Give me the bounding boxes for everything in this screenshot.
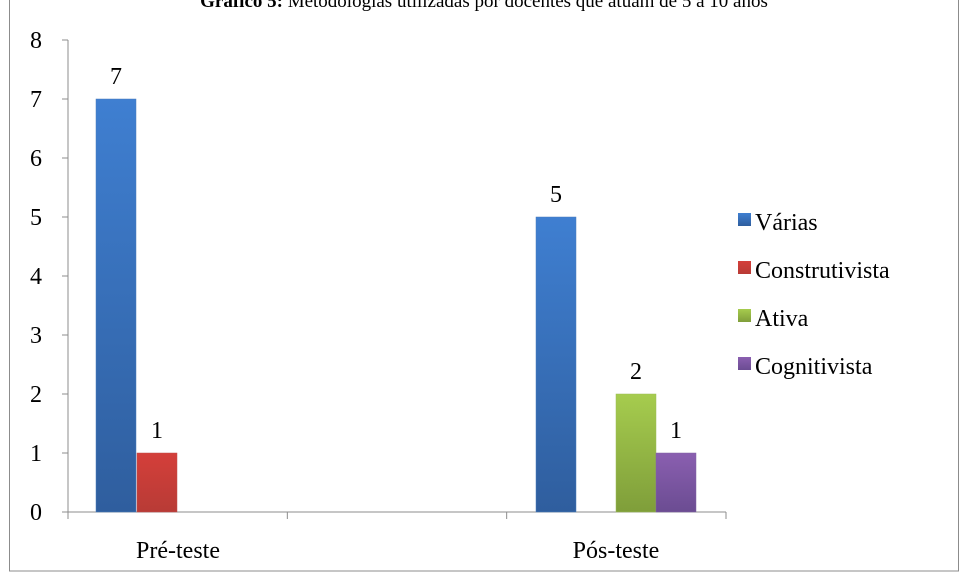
legend-label: Construtivista <box>755 258 890 284</box>
x-category-label: Pré-teste <box>136 538 220 564</box>
data-label: 5 <box>550 182 562 208</box>
chart-title: Gráfico 5: Metodologias utilizadas por d… <box>200 0 768 12</box>
y-tick-label: 1 <box>30 441 42 467</box>
data-label: 1 <box>151 418 163 444</box>
bars <box>95 98 697 513</box>
y-tick-label: 4 <box>30 264 42 290</box>
data-labels: 7 1 5 2 1 <box>110 64 682 444</box>
y-tick-label: 8 <box>30 28 42 54</box>
legend-label: Cognitivista <box>755 354 873 380</box>
data-label: 1 <box>670 418 682 444</box>
bar-várias-0 <box>95 98 137 513</box>
legend-swatch <box>738 261 751 274</box>
bar-cognitivista-1 <box>655 452 697 513</box>
legend-swatch <box>738 309 751 322</box>
legend: Várias Construtivista Ativa Cognitivista <box>738 210 890 380</box>
chart-title-bold: Gráfico 5: <box>200 0 283 12</box>
bar-várias-1 <box>535 216 577 513</box>
legend-label: Várias <box>755 210 818 236</box>
y-tick-label: 3 <box>30 323 42 349</box>
y-tick-label: 6 <box>30 146 42 172</box>
chart-title-rest: Metodologias utilizadas por docentes que… <box>283 0 768 12</box>
x-category-label: Pós-teste <box>573 538 660 564</box>
y-tick-label: 7 <box>30 87 42 113</box>
chart-frame <box>9 0 959 572</box>
legend-swatch <box>738 213 751 226</box>
y-tick-label: 5 <box>30 205 42 231</box>
data-label: 2 <box>630 359 642 385</box>
y-tick-label: 2 <box>30 382 42 408</box>
data-label: 7 <box>110 64 122 90</box>
y-axis: 0 1 2 3 4 5 6 7 8 <box>30 28 69 526</box>
legend-label: Ativa <box>755 306 809 332</box>
bar-ativa-1 <box>615 393 657 513</box>
bar-construtivista-0 <box>136 452 178 513</box>
legend-swatch <box>738 357 751 370</box>
y-tick-label: 0 <box>30 500 42 526</box>
x-axis: Pré-teste Pós-teste <box>67 511 727 564</box>
